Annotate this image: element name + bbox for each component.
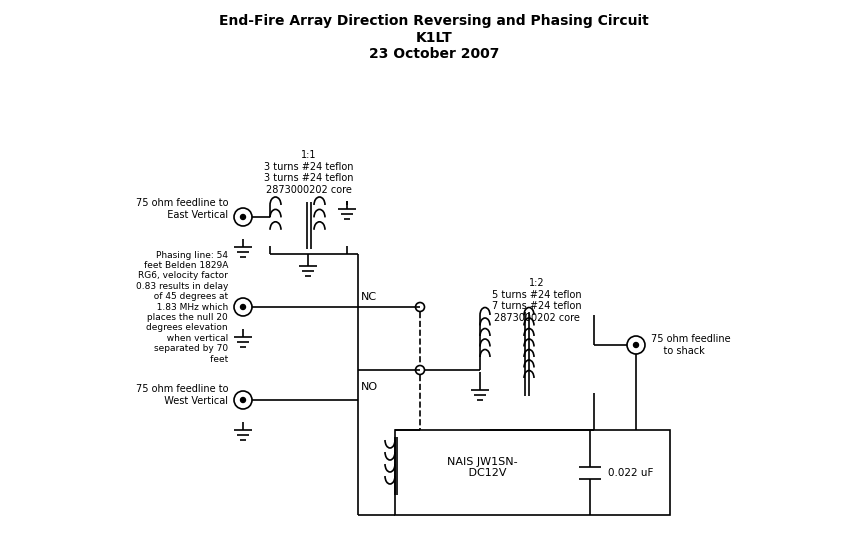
Text: 23 October 2007: 23 October 2007 [369, 47, 499, 61]
Text: 75 ohm feedline to
  West Vertical: 75 ohm feedline to West Vertical [135, 384, 228, 406]
Text: 75 ohm feedline to
  East Vertical: 75 ohm feedline to East Vertical [135, 198, 228, 220]
Text: 75 ohm feedline
    to shack: 75 ohm feedline to shack [651, 334, 731, 356]
Bar [395, 430, 670, 515]
Text: NO: NO [361, 382, 378, 392]
Text: NAIS JW1SN-
   DC12V: NAIS JW1SN- DC12V [447, 456, 518, 478]
Circle shape [240, 398, 246, 403]
Text: NC: NC [361, 292, 377, 302]
Text: K1LT: K1LT [416, 31, 452, 45]
Circle shape [240, 215, 246, 220]
Text: 1:1
3 turns #24 teflon
3 turns #24 teflon
2873000202 core: 1:1 3 turns #24 teflon 3 turns #24 teflo… [264, 150, 353, 195]
Text: End-Fire Array Direction Reversing and Phasing Circuit: End-Fire Array Direction Reversing and P… [219, 14, 649, 28]
Circle shape [634, 342, 639, 348]
Text: 1:2
5 turns #24 teflon
7 turns #24 teflon
2873000202 core: 1:2 5 turns #24 teflon 7 turns #24 teflo… [492, 278, 582, 323]
Text: 0.022 uF: 0.022 uF [608, 468, 654, 478]
Circle shape [240, 305, 246, 310]
Text: Phasing line: 54
feet Belden 1829A
RG6, velocity factor
0.83 results in delay
  : Phasing line: 54 feet Belden 1829A RG6, … [135, 251, 228, 364]
